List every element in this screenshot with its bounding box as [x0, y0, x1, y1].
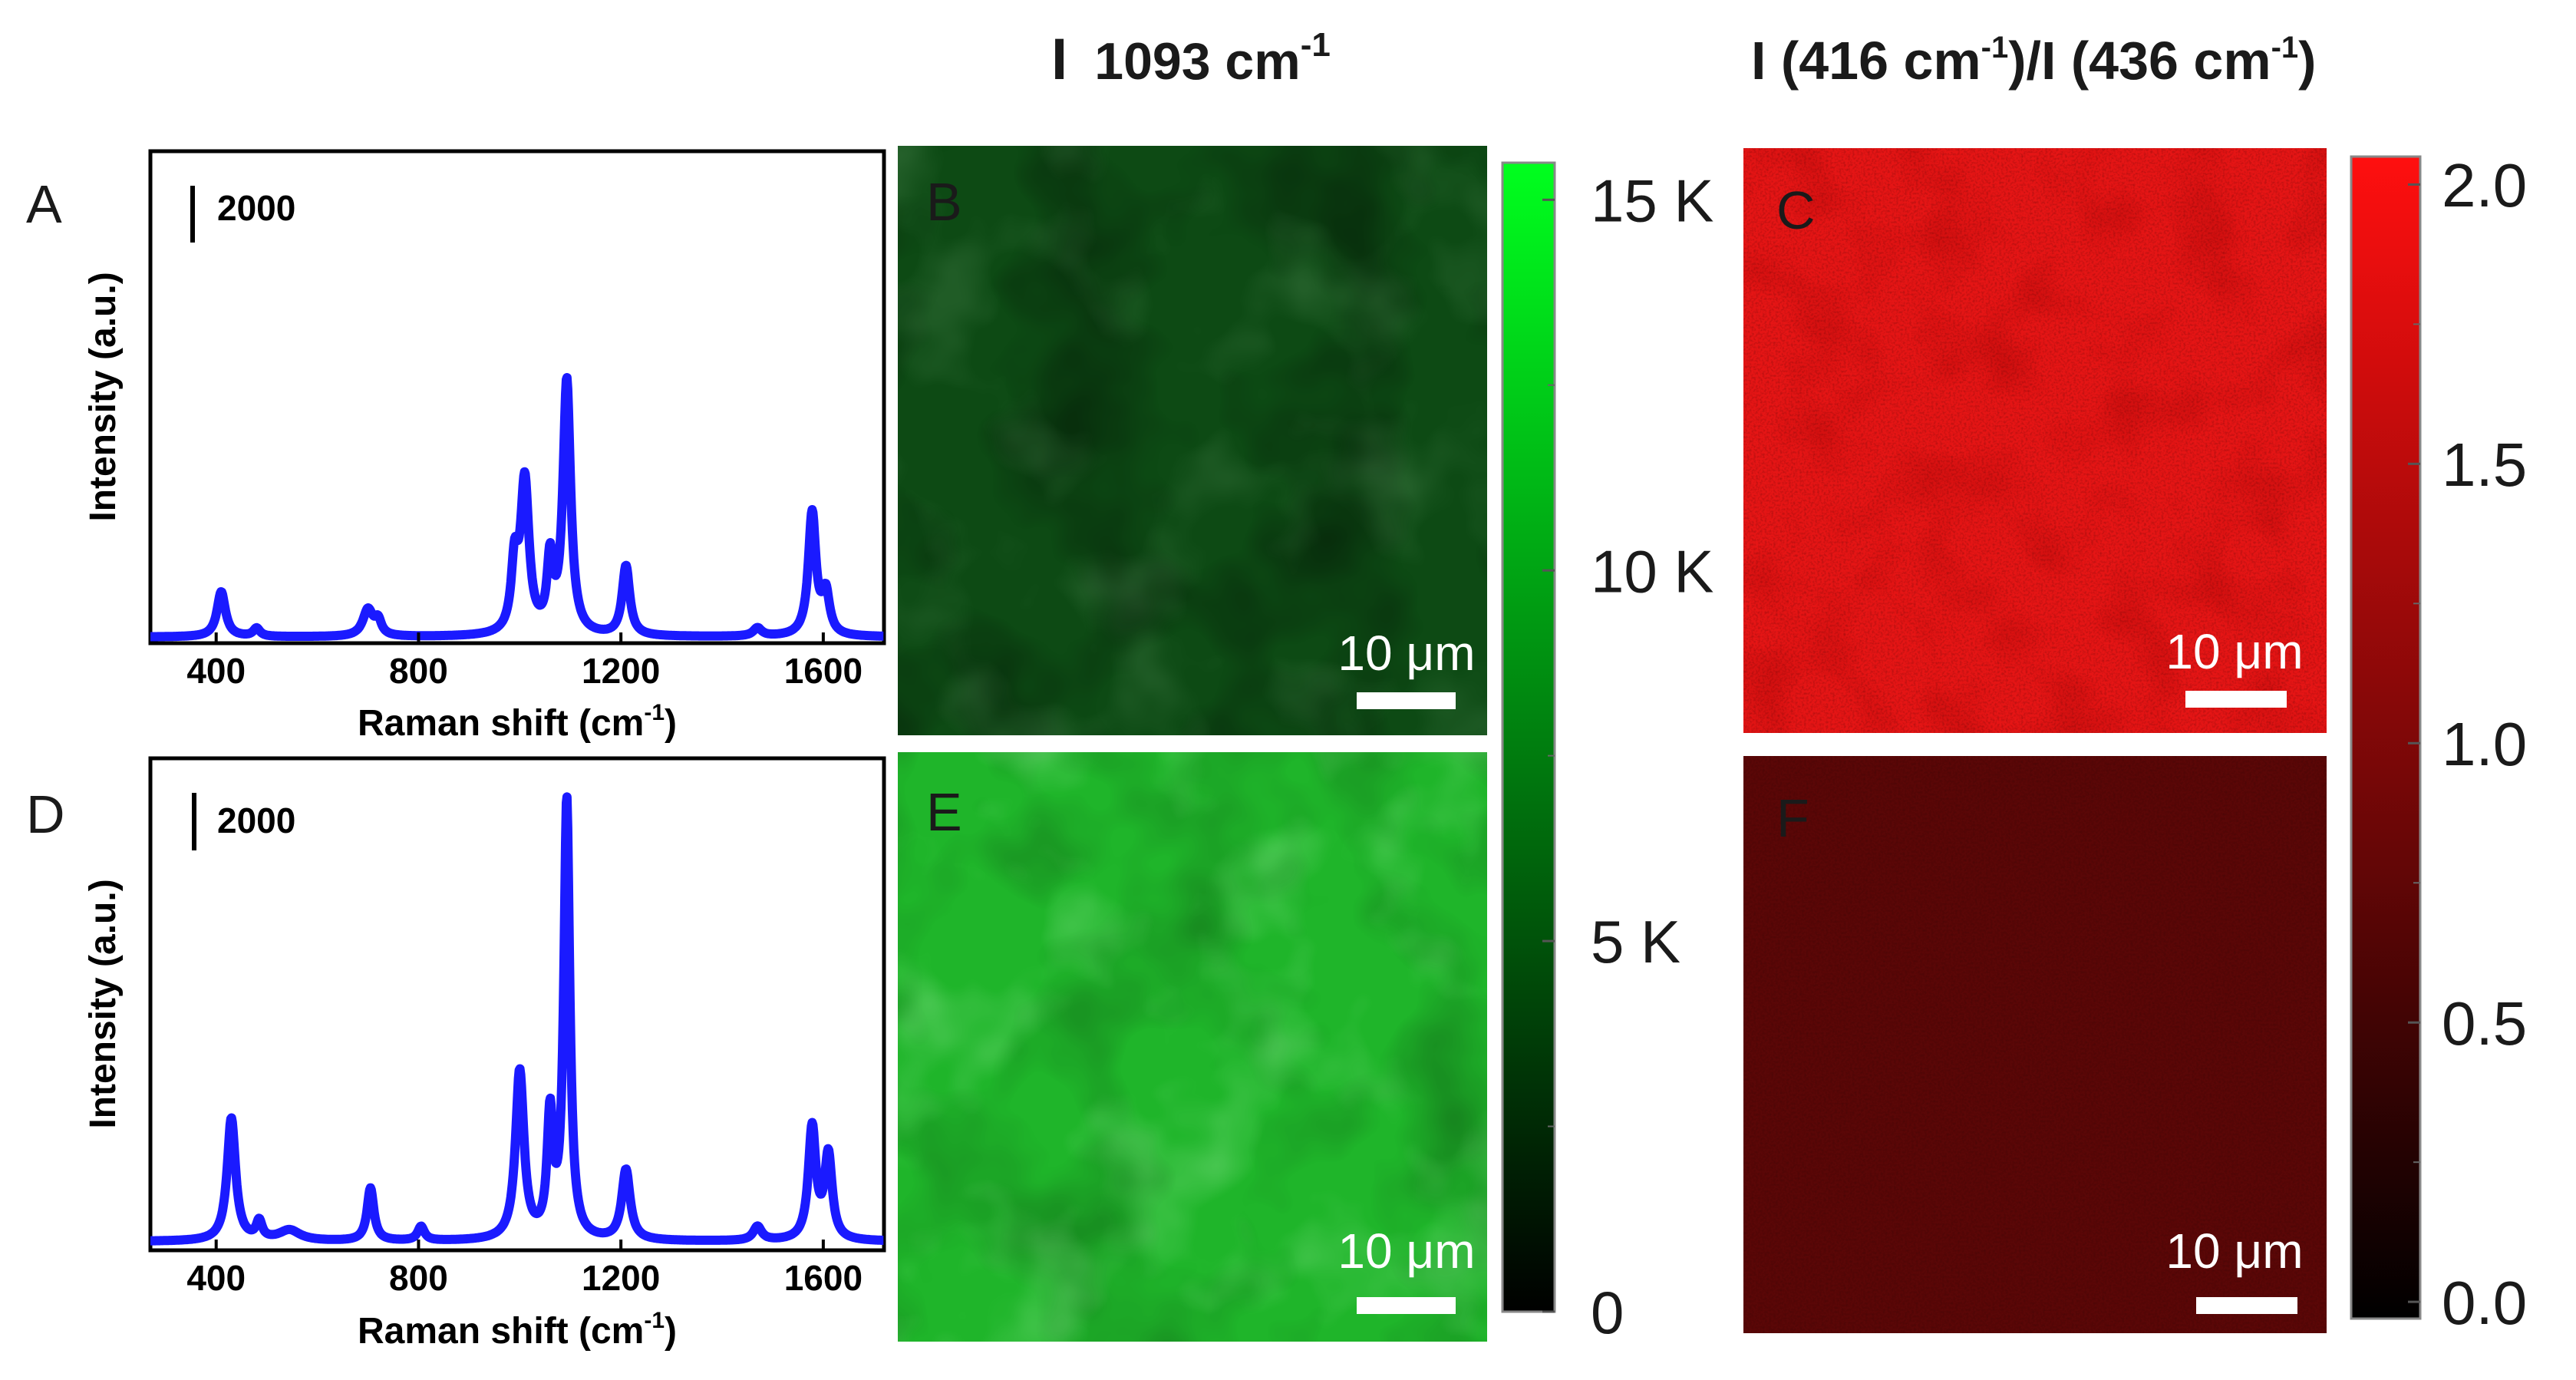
colorbar-tick-label-green-3: 15 K	[1591, 167, 1713, 234]
heatmap-panel-c: C 10 μm	[1743, 148, 2327, 733]
x-axis-label-d: Raman shift (cm-1)	[358, 1308, 677, 1352]
spectrum-panel-a: 400 800 1200 1600 2000 Intensity (a.u.) Ram…	[83, 149, 888, 744]
x-tick-label-a-800: 800	[389, 651, 448, 691]
x-tick-label-d-400: 400	[186, 1258, 246, 1298]
panel-label-c: C	[1776, 180, 1816, 240]
colorbar-green-ticks: 0 5 K 10 K 15 K	[1542, 167, 1713, 1346]
panel-label-b: B	[926, 172, 962, 232]
scale-bar-e	[1357, 1297, 1456, 1314]
scale-bar-c	[2185, 691, 2287, 708]
colorbar-green: 0 5 K 10 K 15 K	[1501, 161, 1713, 1346]
heatmap-panel-e: E 10 μm	[898, 752, 1487, 1342]
scale-bar-label-e: 10 μm	[1337, 1223, 1475, 1279]
heatmap-b-highlights	[898, 146, 1487, 735]
plot-frame-a	[148, 149, 886, 645]
x-tick-label-a-400: 400	[186, 651, 246, 691]
colorbar-red-ticks: 0.0 0.5 1.0 1.5 2.0	[2408, 151, 2527, 1337]
spectrum-panel-d: 400 800 1200 1600 2000 Intensity (a.u.) Ram…	[83, 756, 888, 1352]
scale-bar-label-f: 10 μm	[2165, 1223, 2303, 1279]
panel-label-d: D	[26, 784, 65, 844]
panel-label-f: F	[1776, 788, 1809, 848]
x-tick-label-a-1200: 1200	[582, 651, 660, 691]
colorbar-red-gradient	[2350, 155, 2422, 1320]
colorbar-red: 0.0 0.5 1.0 1.5 2.0	[2350, 151, 2527, 1337]
colorbar-tick-label-red-0: 0.0	[2442, 1269, 2527, 1337]
title-b: I 1093 cm-1	[1051, 26, 1331, 92]
x-tick-label-a-1600: 1600	[784, 651, 863, 691]
scale-bar-label-c: 10 μm	[2165, 624, 2303, 679]
heatmap-e-highlights	[898, 752, 1487, 1342]
heatmap-c-grain	[1743, 148, 2327, 733]
colorbar-tick-label-green-2: 10 K	[1591, 537, 1713, 605]
colorbar-tick-label-green-1: 5 K	[1591, 908, 1681, 976]
heatmap-panel-f: F 10 μm	[1743, 756, 2327, 1333]
heatmap-panel-b: B 10 μm	[898, 146, 1487, 735]
colorbar-tick-label-red-4: 2.0	[2442, 151, 2527, 220]
spectrum-line-a	[147, 373, 888, 642]
y-axis-label-d: Intensity (a.u.)	[83, 879, 124, 1128]
intensity-scale-label-a: 2000	[217, 188, 295, 228]
x-axis-ticks-d: 400 800 1200 1600	[186, 1240, 863, 1298]
colorbar-tick-label-red-1: 0.5	[2442, 989, 2527, 1058]
spectrum-line-d	[147, 792, 888, 1246]
y-axis-label-a: Intensity (a.u.)	[83, 272, 124, 521]
x-tick-label-d-1600: 1600	[784, 1258, 863, 1298]
x-axis-ticks-a: 400 800 1200 1600	[186, 632, 863, 691]
colorbar-tick-label-red-2: 1.0	[2442, 710, 2527, 778]
colorbar-tick-label-red-3: 1.5	[2442, 431, 2527, 499]
x-tick-label-d-1200: 1200	[582, 1258, 660, 1298]
panel-label-a: A	[26, 174, 62, 234]
panel-label-e: E	[926, 782, 962, 842]
scale-bar-label-b: 10 μm	[1337, 626, 1475, 681]
intensity-scale-label-d: 2000	[217, 801, 295, 840]
x-tick-label-d-800: 800	[389, 1258, 448, 1298]
scale-bar-f	[2196, 1297, 2297, 1314]
colorbar-tick-label-green-0: 0	[1591, 1279, 1624, 1346]
title-c: I (416 cm-1)/I (436 cm-1)	[1751, 31, 2316, 91]
heatmap-f-grain	[1743, 756, 2327, 1333]
scale-bar-b	[1357, 692, 1456, 709]
colorbar-green-gradient	[1501, 161, 1556, 1313]
x-axis-label-a: Raman shift (cm-1)	[358, 700, 677, 744]
